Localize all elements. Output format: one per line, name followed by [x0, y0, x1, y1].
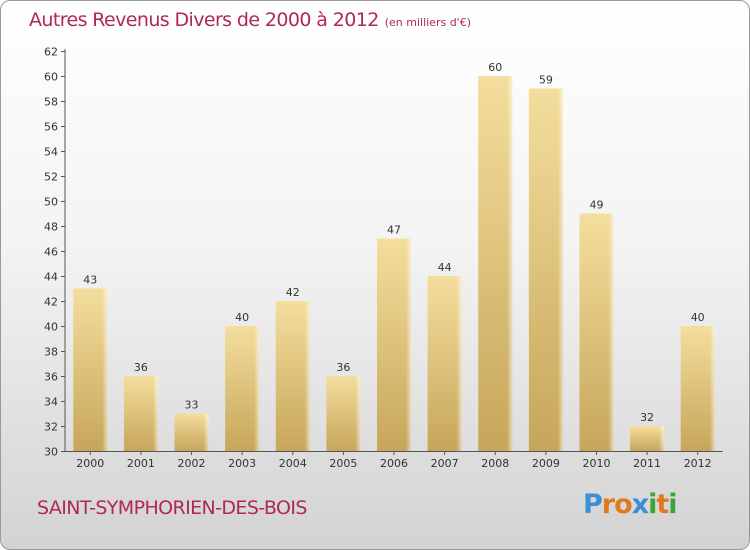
x-tick-label-2004: 2004 [279, 457, 307, 470]
bar-highlight [225, 326, 260, 451]
y-tick-label: 36 [44, 371, 58, 384]
y-tick-label: 62 [44, 46, 58, 59]
data-label-2007: 44 [438, 261, 452, 274]
logo-letter: x [631, 489, 649, 520]
y-tick-label: 46 [44, 246, 58, 259]
logo-letter: t [656, 489, 669, 520]
y-tick-label: 30 [44, 446, 58, 459]
proxiti-logo[interactable]: Proxiti [583, 489, 678, 520]
data-label-2001: 36 [134, 361, 148, 374]
data-label-2008: 60 [488, 61, 502, 74]
x-tick-label-2012: 2012 [684, 457, 712, 470]
y-tick-label: 48 [44, 221, 58, 234]
bar-highlight [478, 76, 513, 451]
bar-highlight [275, 301, 310, 451]
data-label-2000: 43 [83, 274, 97, 287]
y-tick-label: 44 [44, 271, 58, 284]
logo-letter: i [668, 489, 677, 520]
y-tick-label: 40 [44, 321, 58, 334]
x-tick-label-2008: 2008 [481, 457, 509, 470]
commune-name: SAINT-SYMPHORIEN-DES-BOIS [37, 497, 307, 519]
data-label-2005: 36 [336, 361, 350, 374]
title-row: Autres Revenus Divers de 2000 à 2012 (en … [29, 9, 471, 31]
bar-highlight [528, 88, 563, 451]
data-label-2011: 32 [640, 411, 654, 424]
data-label-2009: 59 [539, 74, 553, 87]
y-tick-label: 60 [44, 71, 58, 84]
chart-title: Autres Revenus Divers de 2000 à 2012 [29, 9, 379, 31]
y-tick-label: 54 [44, 146, 58, 159]
x-tick-label-2011: 2011 [633, 457, 661, 470]
y-tick-label: 42 [44, 296, 58, 309]
data-label-2006: 47 [387, 224, 401, 237]
data-label-2004: 42 [286, 286, 300, 299]
bar-highlight [73, 288, 108, 451]
y-tick-label: 52 [44, 171, 58, 184]
bar-highlight [680, 326, 715, 451]
x-tick-label-2009: 2009 [532, 457, 560, 470]
x-tick-label-2003: 2003 [228, 457, 256, 470]
logo-letter: P [583, 489, 603, 520]
y-tick-label: 56 [44, 121, 58, 134]
data-label-2012: 40 [691, 311, 705, 324]
bar-highlight [326, 376, 361, 451]
y-tick-label: 58 [44, 96, 58, 109]
logo-letter: r [601, 489, 615, 520]
y-tick-label: 50 [44, 196, 58, 209]
bars-layer: 43 36 33 40 42 36 47 44 60 59 49 32 40 [73, 61, 715, 451]
y-tick-label: 34 [44, 396, 58, 409]
y-tick-label: 38 [44, 346, 58, 359]
data-label-2002: 33 [185, 399, 199, 412]
bar-highlight [579, 213, 614, 451]
x-tick-label-2002: 2002 [178, 457, 206, 470]
x-tick-label-2005: 2005 [329, 457, 357, 470]
bar-highlight [377, 238, 411, 451]
y-tick-label: 32 [44, 421, 58, 434]
bar-highlight [174, 413, 209, 451]
x-tick-label-2001: 2001 [127, 457, 155, 470]
x-tick-label-2006: 2006 [380, 457, 408, 470]
bar-highlight [427, 276, 462, 451]
x-tick-label-2010: 2010 [582, 457, 610, 470]
logo-letter: o [614, 489, 633, 520]
logo-letter: i [648, 489, 657, 520]
x-tick-label-2007: 2007 [431, 457, 459, 470]
data-label-2010: 49 [589, 199, 603, 212]
axis-layer: 30 32 34 36 38 40 42 44 46 48 50 52 54 56 58 60 62 2000 20… [44, 46, 723, 470]
x-tick-label-2000: 2000 [76, 457, 104, 470]
bar-highlight [630, 426, 665, 451]
chart-subtitle: (en milliers d'€) [384, 16, 471, 29]
bar-highlight [123, 376, 158, 451]
data-label-2003: 40 [235, 311, 249, 324]
